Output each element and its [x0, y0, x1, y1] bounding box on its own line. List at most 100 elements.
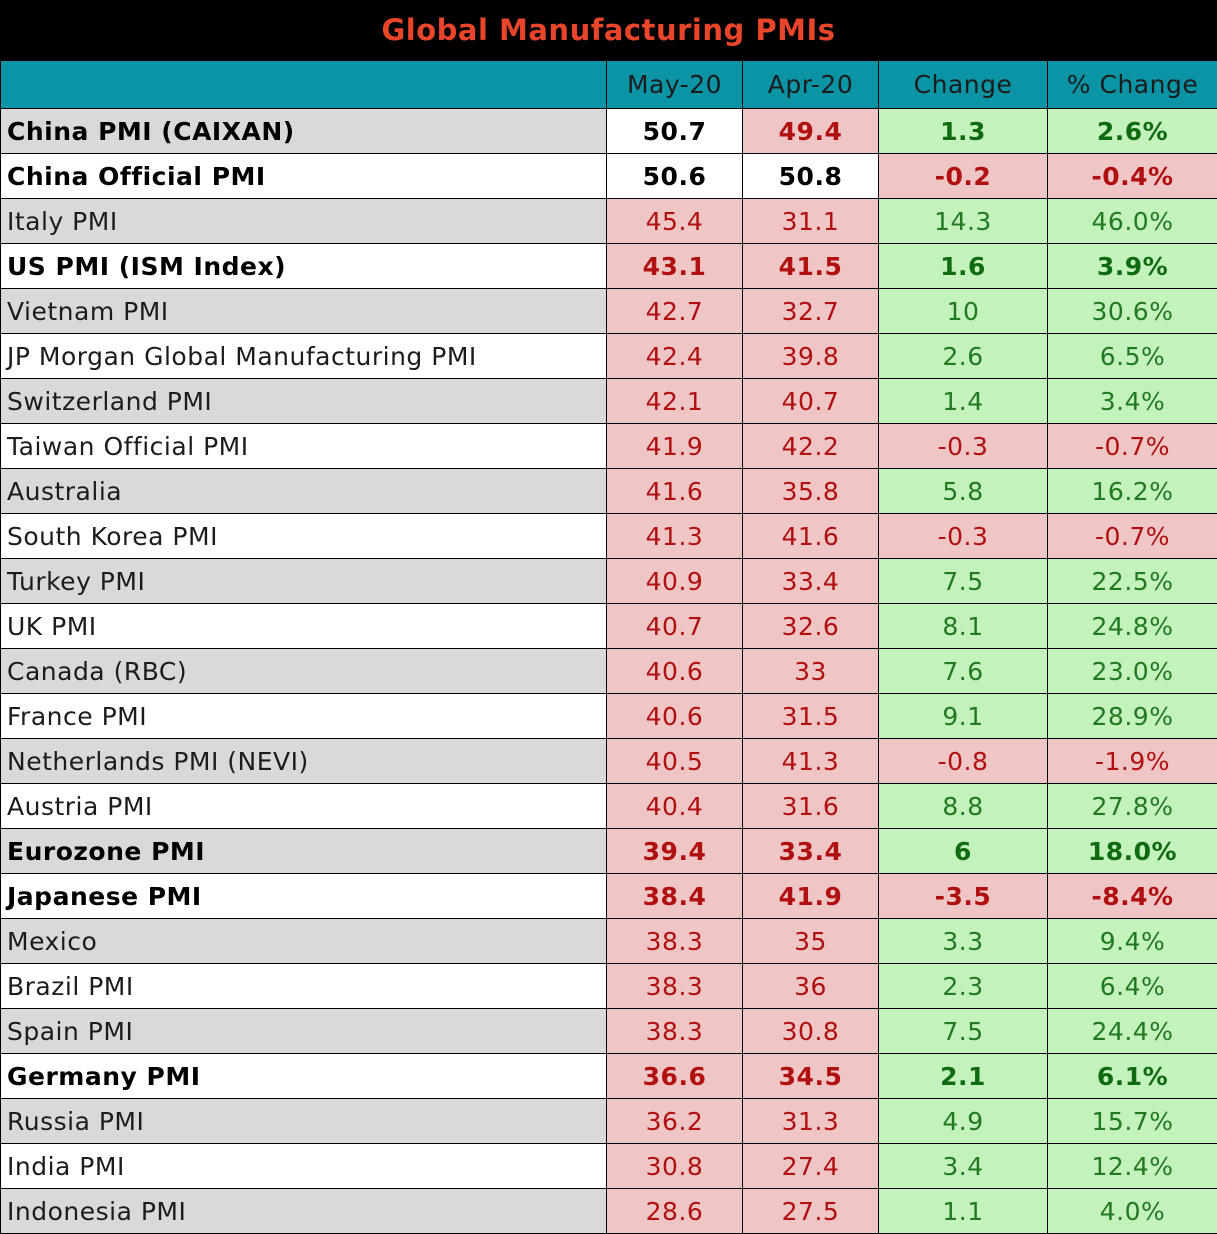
pct-change-value-cell: 9.4% — [1048, 919, 1217, 964]
pct-change-value-cell: 30.6% — [1048, 289, 1217, 334]
apr-20-value-cell: 40.7 — [743, 379, 879, 424]
change-value-cell: -0.3 — [879, 424, 1048, 469]
header-row: May-20 Apr-20 Change % Change — [1, 61, 1217, 109]
pmi-table: May-20 Apr-20 Change % Change China PMI … — [0, 60, 1217, 1234]
change-value-cell: 3.4 — [879, 1144, 1048, 1189]
may-20-value-cell: 38.3 — [607, 919, 743, 964]
may-20-value-cell: 40.9 — [607, 559, 743, 604]
country-name-cell: Japanese PMI — [1, 874, 607, 919]
pct-change-value-cell: 22.5% — [1048, 559, 1217, 604]
change-value-cell: 2.1 — [879, 1054, 1048, 1099]
change-value-cell: -0.8 — [879, 739, 1048, 784]
change-value-cell: 3.3 — [879, 919, 1048, 964]
may-20-value-cell: 41.9 — [607, 424, 743, 469]
may-20-value-cell: 40.4 — [607, 784, 743, 829]
change-value-cell: 6 — [879, 829, 1048, 874]
may-20-value-cell: 38.3 — [607, 964, 743, 1009]
apr-20-value-cell: 27.4 — [743, 1144, 879, 1189]
apr-20-value-cell: 33.4 — [743, 559, 879, 604]
country-name-cell: Spain PMI — [1, 1009, 607, 1054]
change-value-cell: -3.5 — [879, 874, 1048, 919]
may-20-value-cell: 41.3 — [607, 514, 743, 559]
country-name-cell: Brazil PMI — [1, 964, 607, 1009]
may-20-value-cell: 50.7 — [607, 109, 743, 154]
change-value-cell: 1.1 — [879, 1189, 1048, 1234]
pct-change-value-cell: 23.0% — [1048, 649, 1217, 694]
apr-20-value-cell: 31.3 — [743, 1099, 879, 1144]
may-20-value-cell: 42.1 — [607, 379, 743, 424]
pct-change-value-cell: 18.0% — [1048, 829, 1217, 874]
pct-change-value-cell: -0.7% — [1048, 514, 1217, 559]
pct-change-value-cell: 27.8% — [1048, 784, 1217, 829]
country-name-cell: Italy PMI — [1, 199, 607, 244]
pct-change-value-cell: 15.7% — [1048, 1099, 1217, 1144]
change-value-cell: 1.3 — [879, 109, 1048, 154]
may-20-value-cell: 40.7 — [607, 604, 743, 649]
pct-change-value-cell: 46.0% — [1048, 199, 1217, 244]
may-20-value-cell: 45.4 — [607, 199, 743, 244]
change-value-cell: 7.6 — [879, 649, 1048, 694]
apr-20-value-cell: 35.8 — [743, 469, 879, 514]
change-value-cell: -0.3 — [879, 514, 1048, 559]
country-name-cell: US PMI (ISM Index) — [1, 244, 607, 289]
pct-change-value-cell: 3.4% — [1048, 379, 1217, 424]
may-20-value-cell: 42.7 — [607, 289, 743, 334]
may-20-value-cell: 40.6 — [607, 649, 743, 694]
may-20-value-cell: 42.4 — [607, 334, 743, 379]
apr-20-value-cell: 50.8 — [743, 154, 879, 199]
may-20-value-cell: 28.6 — [607, 1189, 743, 1234]
change-value-cell: 14.3 — [879, 199, 1048, 244]
may-20-value-cell: 40.5 — [607, 739, 743, 784]
apr-20-value-cell: 41.9 — [743, 874, 879, 919]
header-country — [1, 61, 607, 109]
may-20-value-cell: 39.4 — [607, 829, 743, 874]
may-20-value-cell: 36.2 — [607, 1099, 743, 1144]
pct-change-value-cell: 28.9% — [1048, 694, 1217, 739]
apr-20-value-cell: 30.8 — [743, 1009, 879, 1054]
change-value-cell: 4.9 — [879, 1099, 1048, 1144]
change-value-cell: 1.4 — [879, 379, 1048, 424]
table-title: Global Manufacturing PMIs — [0, 0, 1217, 60]
pct-change-value-cell: 16.2% — [1048, 469, 1217, 514]
country-name-cell: Canada (RBC) — [1, 649, 607, 694]
country-name-cell: Turkey PMI — [1, 559, 607, 604]
country-name-cell: Germany PMI — [1, 1054, 607, 1099]
may-20-value-cell: 30.8 — [607, 1144, 743, 1189]
country-name-cell: Eurozone PMI — [1, 829, 607, 874]
pct-change-value-cell: -8.4% — [1048, 874, 1217, 919]
country-name-cell: JP Morgan Global Manufacturing PMI — [1, 334, 607, 379]
country-name-cell: Vietnam PMI — [1, 289, 607, 334]
apr-20-value-cell: 31.6 — [743, 784, 879, 829]
pct-change-value-cell: 3.9% — [1048, 244, 1217, 289]
may-20-value-cell: 36.6 — [607, 1054, 743, 1099]
pct-change-value-cell: 12.4% — [1048, 1144, 1217, 1189]
apr-20-value-cell: 39.8 — [743, 334, 879, 379]
country-name-cell: South Korea PMI — [1, 514, 607, 559]
country-name-cell: Taiwan Official PMI — [1, 424, 607, 469]
country-name-cell: Austria PMI — [1, 784, 607, 829]
country-name-cell: Indonesia PMI — [1, 1189, 607, 1234]
change-value-cell: 5.8 — [879, 469, 1048, 514]
apr-20-value-cell: 32.7 — [743, 289, 879, 334]
may-20-value-cell: 50.6 — [607, 154, 743, 199]
change-value-cell: 1.6 — [879, 244, 1048, 289]
change-value-cell: 7.5 — [879, 559, 1048, 604]
